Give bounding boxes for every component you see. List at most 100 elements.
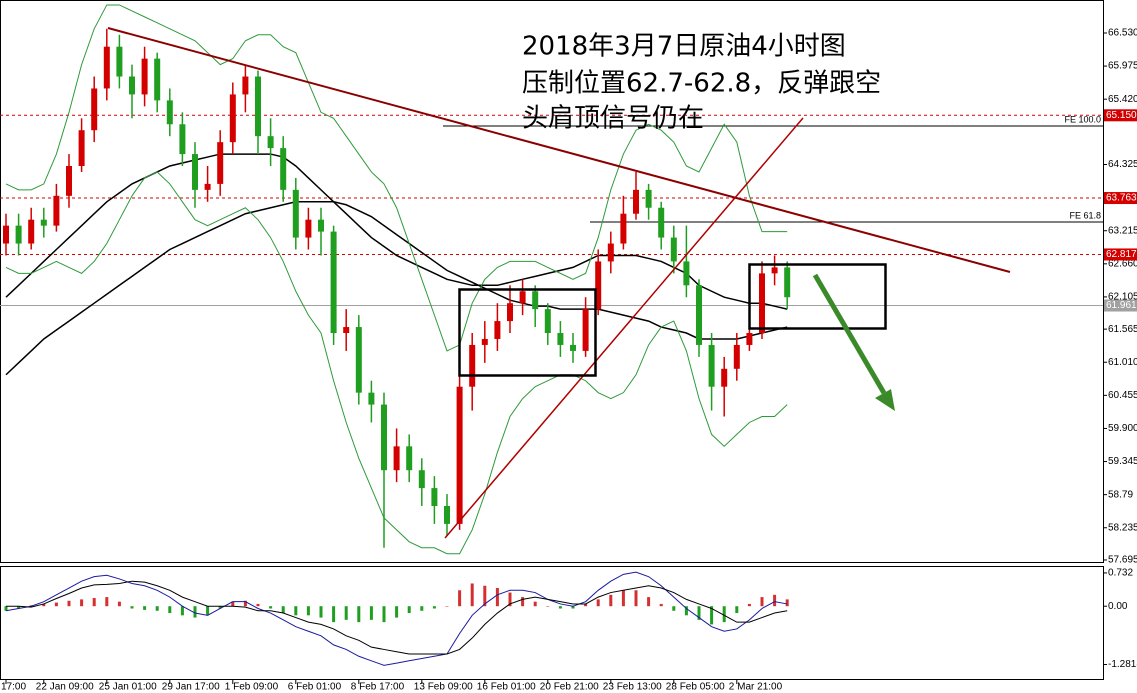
x-tick-label: 28 Feb 05:00	[666, 682, 725, 693]
candle-body	[696, 285, 702, 345]
macd-bar	[344, 606, 348, 620]
macd-bar	[92, 598, 96, 607]
macd-bar	[243, 600, 247, 607]
y-tick-label: 62.660	[1108, 258, 1137, 269]
candle-body	[444, 505, 450, 524]
macd-bar	[17, 606, 21, 609]
candle-body	[305, 219, 312, 238]
macd-bar	[647, 597, 651, 607]
macd-bar	[420, 606, 424, 611]
macd-line	[6, 580, 788, 655]
overlay-line	[5, 201, 788, 376]
macd-bar	[180, 606, 184, 616]
macd-bar	[80, 599, 84, 607]
macd-bar	[621, 590, 625, 607]
y-tick-label: 59.345	[1108, 456, 1137, 467]
macd-bar	[785, 599, 789, 607]
macd-bar	[672, 606, 676, 611]
level-label: FE 100.0	[1064, 114, 1101, 124]
level-tag	[1104, 299, 1137, 312]
macd-bar	[558, 606, 562, 609]
macd-bar	[319, 606, 323, 618]
candle-body	[406, 446, 413, 471]
candle-body	[116, 46, 123, 77]
candle-body	[3, 225, 9, 244]
candle-body	[418, 470, 425, 489]
y-tick-label: 65.420	[1108, 94, 1137, 105]
candle-body	[292, 189, 299, 238]
macd-bar	[281, 606, 285, 614]
candle-body	[759, 273, 765, 334]
y-tick-label: 61.565	[1108, 324, 1137, 335]
candle-body	[733, 344, 740, 369]
candle-body	[721, 368, 728, 387]
y-tick-label: 0.732	[1108, 568, 1133, 579]
macd-bar	[4, 606, 8, 611]
candle-body	[66, 165, 72, 196]
candle-body	[708, 344, 715, 387]
candle-body	[267, 136, 274, 149]
candle-body	[141, 58, 148, 95]
candle-body	[570, 344, 576, 351]
y-tick-label: 63.215	[1108, 225, 1137, 236]
candle-body	[620, 213, 627, 244]
candle-body	[368, 392, 375, 405]
macd-bar	[710, 606, 714, 625]
candle-body	[658, 207, 665, 238]
level-label: 62.817	[1106, 249, 1137, 260]
pattern-box	[458, 288, 597, 377]
candle-body	[595, 261, 602, 310]
y-tick-label: 58.235	[1108, 522, 1137, 533]
candle-body	[91, 88, 98, 131]
y-tick-label: 64.325	[1108, 159, 1137, 170]
candle-body	[154, 58, 161, 101]
trend-line	[444, 117, 804, 539]
candle-body	[204, 183, 211, 190]
candle-body	[15, 225, 22, 244]
y-tick-label: 59.900	[1108, 423, 1137, 434]
macd-bar	[407, 606, 411, 614]
candle-body	[784, 267, 791, 298]
macd-bar	[395, 606, 399, 618]
arrow-head	[875, 389, 895, 411]
candle-body	[330, 231, 337, 334]
candle-body	[179, 124, 186, 155]
macd-bar	[458, 590, 462, 607]
x-tick-label: 20 Feb 21:00	[540, 682, 599, 693]
candle-body	[607, 243, 614, 262]
macd-bar	[634, 590, 638, 607]
macd-bar	[596, 599, 600, 607]
macd-bar	[571, 606, 575, 609]
candle-body	[519, 291, 526, 304]
overlay-line	[5, 171, 788, 555]
candle-body	[532, 291, 539, 310]
candle-body	[129, 76, 135, 95]
y-tick-label: 57.695	[1108, 555, 1137, 566]
main-panel	[0, 0, 1104, 563]
macd-bar	[382, 606, 386, 623]
x-tick-label: 8 Feb 17:00	[351, 682, 405, 693]
candle-body	[242, 76, 249, 95]
candle-body	[431, 488, 438, 506]
y-tick-label: 0.00	[1108, 601, 1128, 612]
candle-body	[494, 321, 501, 339]
candle-body	[746, 333, 753, 345]
x-tick-label: 25 Jan 01:00	[99, 682, 157, 693]
candle-body	[255, 76, 261, 137]
level-label: FE 61.8	[1069, 210, 1101, 220]
y-tick-label: -1.2818	[1108, 659, 1137, 670]
title-line: 头肩顶信号仍在	[522, 104, 704, 134]
title-line: 压制位置62.7-62.8，反弹跟空	[522, 69, 881, 99]
macd-bar	[735, 606, 739, 614]
macd-bar	[294, 606, 298, 616]
macd-panel	[0, 566, 1104, 680]
macd-bar	[306, 606, 310, 616]
candle-body	[355, 327, 362, 393]
macd-bar	[533, 601, 537, 607]
x-tick-label: 16 Feb 01:00	[477, 682, 536, 693]
macd-bar	[117, 601, 121, 607]
macd-bar	[54, 602, 58, 607]
candle-body	[28, 219, 35, 244]
x-tick-label: 23 Feb 13:00	[603, 682, 662, 693]
x-tick-label: 13 Feb 09:00	[414, 682, 473, 693]
